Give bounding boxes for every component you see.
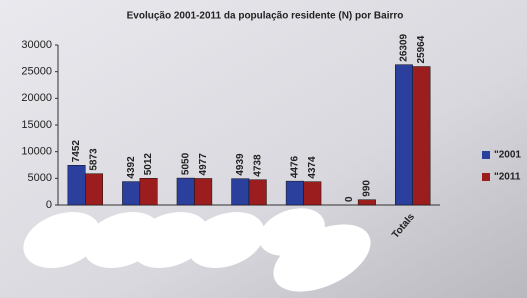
y-tick-label: 5000 xyxy=(28,172,52,184)
y-tick-label: 10000 xyxy=(21,146,52,158)
data-label: 7452 xyxy=(71,140,82,163)
data-label: 4939 xyxy=(235,153,246,176)
bar xyxy=(140,178,157,205)
y-tick-label: 20000 xyxy=(21,92,52,104)
legend-label: "2011 xyxy=(494,172,521,183)
data-label: 4738 xyxy=(252,154,263,177)
bar xyxy=(413,67,430,205)
data-label: 0 xyxy=(344,196,355,202)
y-tick-label: 25000 xyxy=(21,66,52,78)
bar xyxy=(177,178,194,205)
y-tick-label: 15000 xyxy=(21,119,52,131)
bar xyxy=(194,178,211,205)
data-label: 4476 xyxy=(289,155,300,178)
legend-swatch xyxy=(482,173,490,181)
bar xyxy=(286,181,303,205)
data-label: 5873 xyxy=(89,148,100,171)
data-label: 5012 xyxy=(143,153,154,176)
data-label: 4977 xyxy=(198,153,209,176)
data-label: 5050 xyxy=(180,152,191,175)
y-tick-label: 0 xyxy=(46,199,52,211)
legend-label: "2001 xyxy=(494,150,521,161)
y-tick-label: 30000 xyxy=(21,39,52,51)
chart: Evolução 2001-2011 da população resident… xyxy=(0,0,527,298)
bar xyxy=(249,180,266,205)
data-label: 4392 xyxy=(126,156,137,179)
bar xyxy=(232,179,249,205)
bar xyxy=(68,165,85,205)
data-label: 4374 xyxy=(307,156,318,179)
bar xyxy=(122,182,139,205)
bar xyxy=(304,182,321,205)
chart-title: Evolução 2001-2011 da população resident… xyxy=(127,11,404,22)
data-label: 26309 xyxy=(399,33,410,61)
bar xyxy=(358,200,375,205)
bar xyxy=(395,65,412,205)
legend-swatch xyxy=(482,151,490,159)
data-label: 990 xyxy=(362,180,373,197)
data-label: 25964 xyxy=(416,35,427,63)
bar xyxy=(85,174,102,205)
